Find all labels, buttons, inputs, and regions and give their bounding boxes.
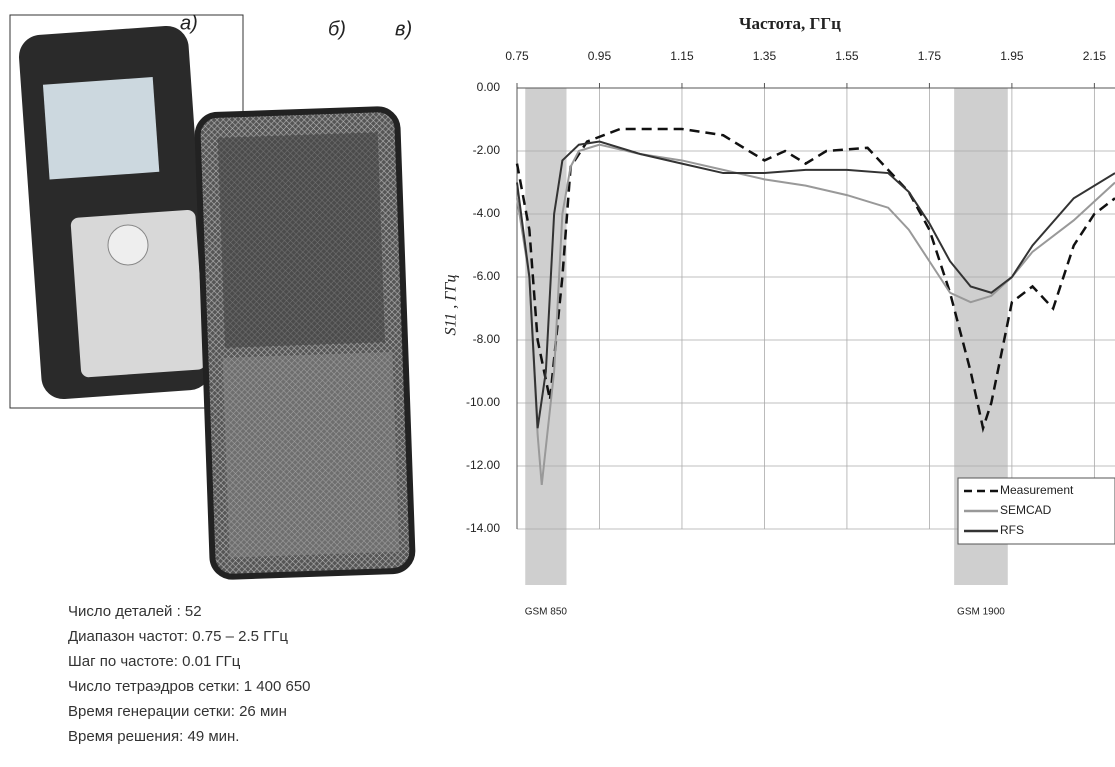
x-tick-label: 1.55 [835, 49, 859, 63]
series-line [517, 142, 1115, 429]
y-tick-label: -4.00 [473, 206, 501, 220]
x-tick-label: 1.95 [1000, 49, 1024, 63]
figure: а) б) в) Частота, ГГц S11 , ГГц Число де… [0, 0, 1115, 767]
panel-label: а) [180, 12, 198, 34]
band-label: GSM 850 [525, 607, 568, 618]
legend-label: RFS [1000, 523, 1024, 537]
y-tick-label: -8.00 [473, 332, 501, 346]
x-tick-label: 1.75 [918, 49, 942, 63]
note-line: Число тетраэдров сетки: 1 400 650 [68, 678, 311, 695]
x-tick-label: 1.35 [753, 49, 777, 63]
y-tick-label: -6.00 [473, 269, 501, 283]
y-tick-label: -12.00 [466, 458, 500, 472]
series-line [517, 145, 1115, 485]
y-tick-label: -2.00 [473, 143, 501, 157]
band [525, 88, 566, 585]
panel-label: б) [328, 18, 346, 40]
y-axis-label: S11 , ГГц [443, 274, 460, 335]
panel-label: в) [395, 18, 412, 40]
series-line [517, 129, 1115, 428]
note-line: Число деталей : 52 [68, 603, 202, 620]
y-tick-label: -14.00 [466, 521, 500, 535]
x-tick-label: 1.15 [670, 49, 694, 63]
note-line: Время генерации сетки: 26 мин [68, 703, 287, 720]
y-tick-label: -10.00 [466, 395, 500, 409]
chart-title: Частота, ГГц [739, 14, 841, 33]
x-tick-label: 0.95 [588, 49, 612, 63]
note-line: Диапазон частот: 0.75 – 2.5 ГГц [68, 628, 288, 645]
note-line: Шаг по частоте: 0.01 ГГц [68, 653, 241, 670]
note-line: Время решения: 49 мин. [68, 728, 239, 745]
legend-label: SEMCAD [1000, 503, 1052, 517]
legend-label: Measurement [1000, 483, 1074, 497]
y-tick-label: 0.00 [477, 80, 501, 94]
band-label: GSM 1900 [957, 607, 1005, 618]
x-tick-label: 2.15 [1083, 49, 1107, 63]
x-tick-label: 0.75 [505, 49, 529, 63]
phone-mesh [197, 109, 413, 578]
